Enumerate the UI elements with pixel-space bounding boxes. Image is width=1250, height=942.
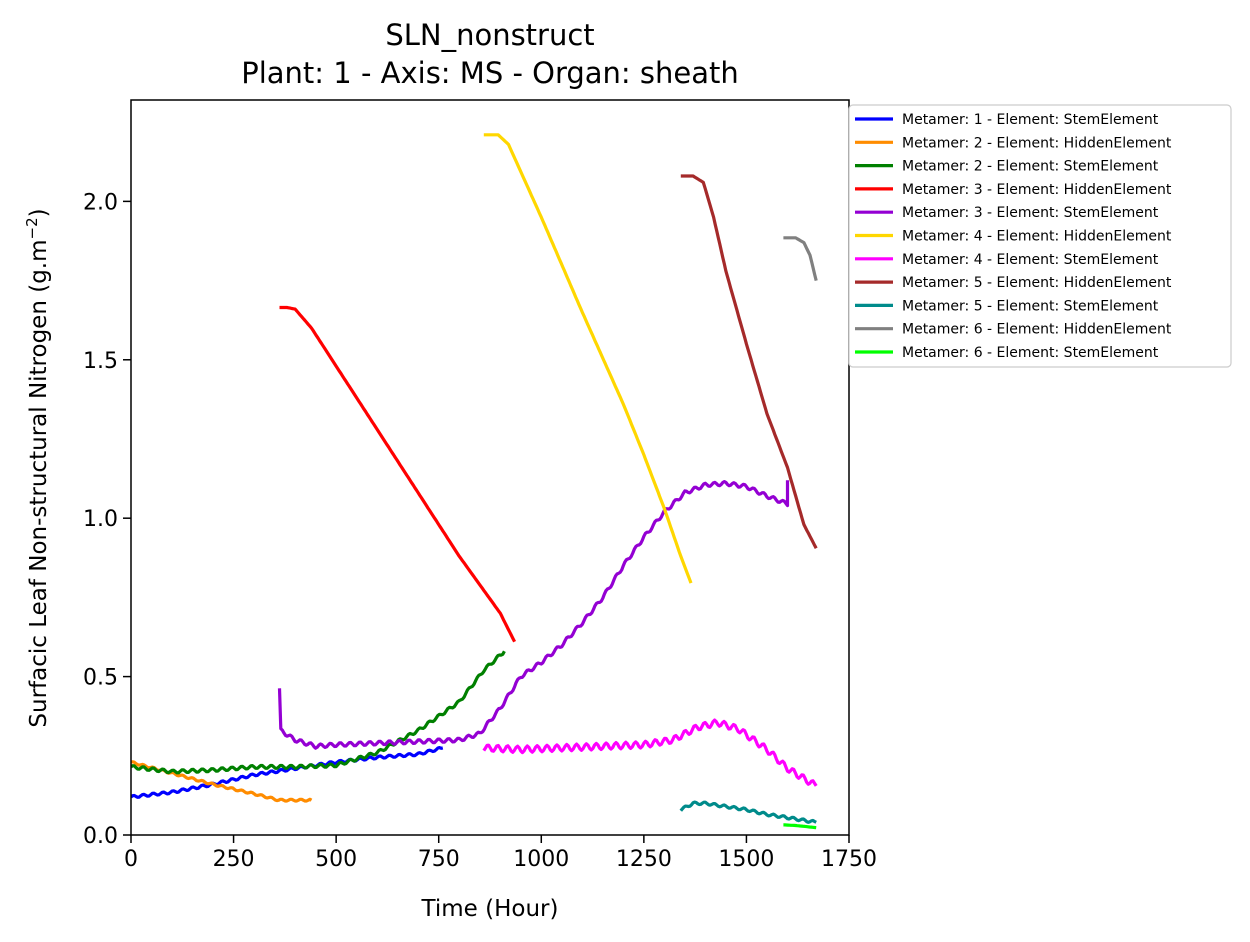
series-lines [131, 133, 818, 830]
plot-area [131, 133, 818, 830]
x-tick-label: 750 [418, 847, 460, 872]
legend-label: Metamer: 3 - Element: StemElement [902, 205, 1159, 221]
legend-label: Metamer: 6 - Element: StemElement [902, 345, 1159, 361]
plot-frame [130, 99, 850, 836]
series-line-7 [482, 718, 818, 787]
x-tick-label: 250 [213, 847, 255, 872]
legend-label: Metamer: 5 - Element: HiddenElement [902, 275, 1172, 291]
x-tick-label: 1000 [513, 847, 569, 872]
chart-title: SLN_nonstruct [385, 18, 594, 52]
legend-label: Metamer: 6 - Element: HiddenElement [902, 322, 1172, 338]
legend-label: Metamer: 4 - Element: StemElement [902, 252, 1159, 268]
series-line-9 [679, 800, 817, 824]
x-axis: 0 250 500 750 1000 1250 1500 1750 [124, 835, 877, 872]
x-tick-label: 1500 [718, 847, 774, 872]
x-axis-label: Time (Hour) [421, 896, 559, 922]
series-line-8 [680, 174, 818, 550]
x-tick-label: 500 [315, 847, 357, 872]
x-tick-label: 1250 [616, 847, 672, 872]
legend-label: Metamer: 4 - Element: HiddenElement [902, 229, 1172, 245]
series-line-10 [783, 236, 818, 281]
series-line-11 [783, 823, 817, 830]
x-tick-label: 1750 [821, 847, 877, 872]
y-tick-label: 1.0 [83, 507, 118, 532]
y-tick-label: 1.5 [83, 349, 118, 374]
legend-label: Metamer: 2 - Element: StemElement [902, 159, 1159, 175]
legend-label: Metamer: 1 - Element: StemElement [902, 112, 1159, 128]
series-line-6 [483, 133, 693, 584]
y-tick-label: 0.0 [83, 824, 118, 849]
y-axis: 0.0 0.5 1.0 1.5 2.0 [83, 190, 131, 849]
legend-label: Metamer: 2 - Element: HiddenElement [902, 135, 1172, 151]
legend-label: Metamer: 5 - Element: StemElement [902, 298, 1159, 314]
y-tick-label: 0.5 [83, 666, 118, 691]
series-line-3 [131, 650, 506, 775]
legend-frame [848, 104, 1232, 368]
y-axis-label: Surfacic Leaf Non-structural Nitrogen (g… [23, 208, 52, 727]
series-line-4 [279, 305, 517, 643]
series-line-5 [277, 480, 790, 750]
y-axis-label-close: ) [26, 208, 52, 217]
y-axis-label-main: Surfacic Leaf Non-structural Nitrogen (g… [26, 239, 52, 727]
series-line-1 [131, 745, 444, 799]
x-tick-label: 0 [124, 847, 138, 872]
y-tick-label: 2.0 [83, 190, 118, 215]
chart-subtitle: Plant: 1 - Axis: MS - Organ: sheath [241, 56, 739, 90]
y-axis-label-exponent: −2 [23, 217, 41, 239]
legend: Metamer: 1 - Element: StemElement Metamer… [848, 104, 1232, 368]
legend-label: Metamer: 3 - Element: HiddenElement [902, 182, 1172, 198]
